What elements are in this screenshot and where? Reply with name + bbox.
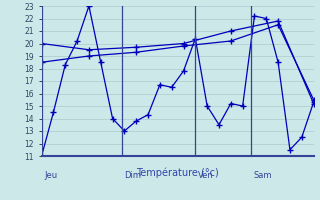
- Text: Dim: Dim: [124, 171, 141, 180]
- Text: Jeu: Jeu: [44, 171, 57, 180]
- X-axis label: Température (°c): Température (°c): [136, 167, 219, 178]
- Text: Sam: Sam: [253, 171, 272, 180]
- Text: Ven: Ven: [198, 171, 213, 180]
